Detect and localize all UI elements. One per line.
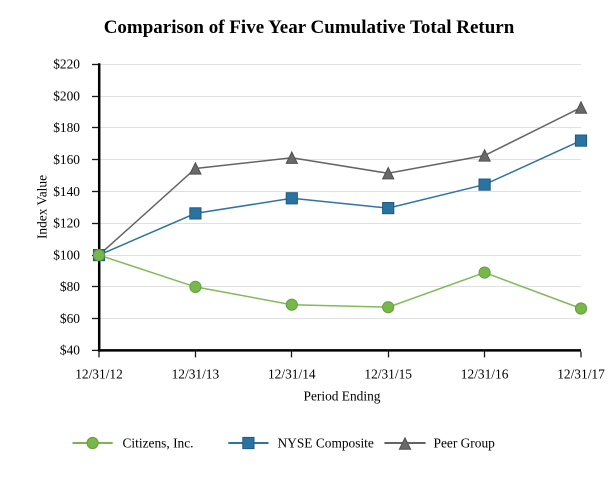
svg-text:12/31/15: 12/31/15 xyxy=(364,367,412,382)
svg-text:Comparison of Five Year Cumula: Comparison of Five Year Cumulative Total… xyxy=(104,17,515,38)
svg-text:Period Ending: Period Ending xyxy=(304,389,381,404)
svg-text:Peer Group: Peer Group xyxy=(434,435,496,450)
svg-text:12/31/16: 12/31/16 xyxy=(461,367,509,382)
svg-text:$80: $80 xyxy=(60,279,80,294)
svg-text:$180: $180 xyxy=(53,120,80,135)
svg-text:NYSE Composite: NYSE Composite xyxy=(278,435,374,450)
svg-text:12/31/12: 12/31/12 xyxy=(75,367,123,382)
svg-text:$100: $100 xyxy=(53,247,80,262)
svg-text:12/31/14: 12/31/14 xyxy=(268,367,316,382)
svg-text:$200: $200 xyxy=(53,89,80,104)
svg-text:$160: $160 xyxy=(53,152,80,167)
svg-text:$60: $60 xyxy=(60,311,80,326)
svg-text:Citizens, Inc.: Citizens, Inc. xyxy=(123,435,194,450)
svg-text:12/31/17: 12/31/17 xyxy=(557,367,605,382)
svg-text:$120: $120 xyxy=(53,216,80,231)
svg-text:12/31/13: 12/31/13 xyxy=(172,367,220,382)
svg-text:Index Value: Index Value xyxy=(35,175,50,239)
svg-text:$220: $220 xyxy=(53,57,80,72)
svg-text:$40: $40 xyxy=(60,343,80,358)
svg-text:$140: $140 xyxy=(53,184,80,199)
